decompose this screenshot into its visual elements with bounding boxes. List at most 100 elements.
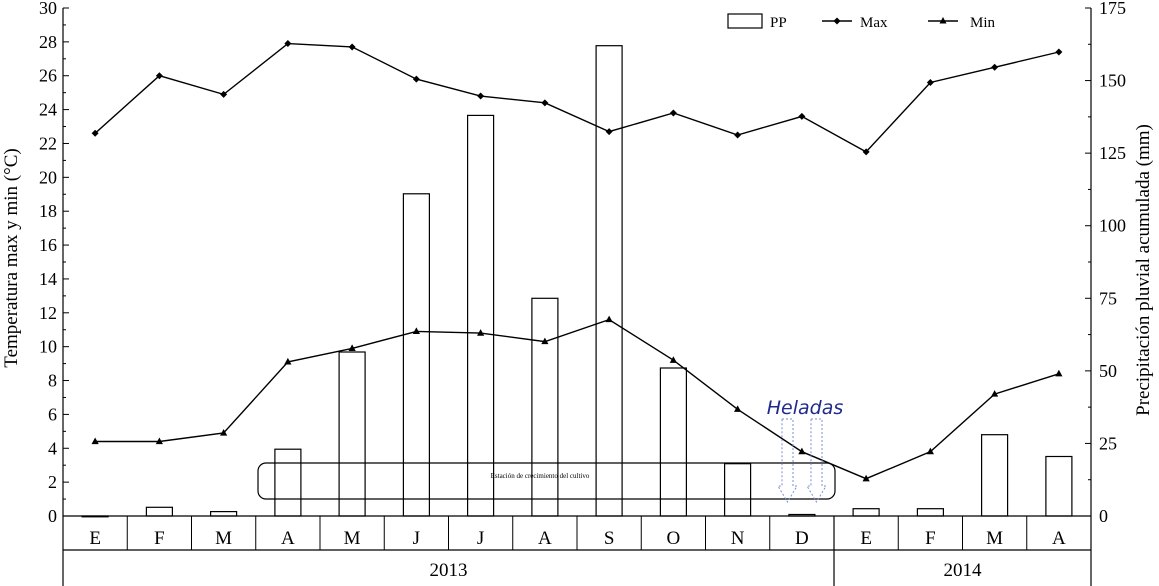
pp-bar	[852, 508, 880, 517]
y-left-tick-label: 12	[39, 303, 57, 323]
y-axis-left-label: Temperatura max y min (°C)	[1, 148, 22, 367]
frost-arrow-icon	[777, 418, 798, 503]
y-right-tick-label: 100	[1099, 216, 1126, 236]
y-left-tick-label: 22	[39, 133, 57, 153]
data-point-min	[669, 356, 677, 363]
pp-bar	[467, 114, 495, 517]
growing-season-box	[257, 462, 836, 500]
data-point-max	[734, 131, 742, 139]
y-left-tick-label: 0	[48, 506, 57, 526]
x-tick-label: M	[215, 528, 232, 549]
pp-bar	[1045, 455, 1073, 517]
growing-season-label: Estación de crecimiento del cultivo	[491, 472, 590, 480]
y-right-tick-label: 125	[1099, 143, 1126, 163]
data-point-max	[477, 92, 485, 100]
pp-bar	[595, 45, 623, 517]
data-point-min	[1055, 369, 1063, 377]
x-tick-label: A	[1052, 528, 1066, 549]
y-right-tick-label: 50	[1099, 361, 1117, 381]
y-left-tick-label: 14	[39, 269, 57, 289]
y-right-tick-label: 75	[1099, 288, 1117, 308]
y-left-tick-label: 24	[39, 100, 57, 120]
y-left-tick-label: 30	[39, 0, 57, 18]
pp-bar	[402, 193, 430, 517]
data-point-min	[605, 315, 613, 323]
legend-min-marker	[939, 17, 947, 24]
y-right-tick-label: 150	[1099, 71, 1126, 91]
data-point-max	[926, 79, 934, 87]
legend-max-marker	[833, 17, 841, 25]
x-tick-label: M	[344, 528, 361, 549]
pp-bar	[980, 434, 1009, 517]
axes: 0246810121416182022242628300255075100125…	[39, 0, 1126, 586]
data-point-min	[926, 447, 934, 455]
pp-bar	[659, 367, 688, 517]
y-left-tick-label: 4	[48, 438, 57, 458]
legend-pp-label: PP	[770, 15, 787, 31]
data-point-max	[541, 99, 549, 107]
y-left-tick-label: 18	[39, 201, 57, 221]
legend-max-label: Max	[860, 15, 888, 31]
x-tick-label: F	[154, 528, 165, 549]
pp-bar	[723, 463, 752, 517]
pp-bar	[274, 448, 302, 517]
growing-season-annotation: Estación de crecimiento del cultivo	[257, 462, 836, 500]
x-tick-label: E	[89, 528, 101, 549]
y-left-tick-label: 8	[48, 371, 57, 391]
series-line-max	[94, 42, 1060, 153]
data-point-max	[605, 128, 613, 136]
x-tick-label: O	[667, 528, 681, 549]
x-tick-label: A	[281, 528, 295, 549]
data-point-min	[348, 344, 356, 351]
pp-bar	[338, 351, 366, 517]
data-point-min	[412, 327, 420, 335]
legend-min-label: Min	[970, 15, 996, 31]
data-point-max	[348, 43, 356, 51]
y-left-tick-label: 16	[39, 235, 57, 255]
x-tick-label: D	[795, 528, 809, 549]
pp-bar	[145, 506, 173, 517]
pp-bar	[531, 297, 559, 517]
y-axis-right-label: Precipitación pluvial acumulada (mm)	[1133, 124, 1154, 416]
data-point-min	[91, 437, 99, 445]
frost-label: Heladas	[767, 397, 844, 419]
y-right-tick-label: 175	[1099, 0, 1126, 18]
data-point-min	[991, 390, 999, 397]
data-point-min	[798, 447, 806, 455]
data-point-max	[862, 148, 870, 156]
data-point-max	[220, 90, 228, 98]
data-point-min	[220, 429, 228, 436]
data-point-max	[412, 75, 420, 83]
year-label: 2014	[944, 560, 983, 581]
y-left-tick-label: 10	[39, 337, 57, 357]
temperature-lines	[91, 40, 1063, 482]
data-point-max	[91, 129, 99, 137]
x-tick-label: N	[731, 528, 745, 549]
pp-bar	[916, 508, 945, 517]
data-point-max	[798, 112, 806, 120]
data-point-max	[1055, 48, 1063, 56]
pp-bars	[81, 45, 1073, 518]
y-left-tick-label: 28	[39, 32, 57, 52]
y-left-tick-label: 6	[48, 404, 57, 424]
y-right-tick-label: 25	[1099, 433, 1117, 453]
x-tick-label: J	[477, 528, 484, 549]
data-point-max	[669, 109, 677, 117]
y-left-tick-label: 2	[48, 472, 57, 492]
legend: PP Max Min	[727, 13, 996, 31]
data-point-min	[862, 474, 870, 482]
x-tick-label: M	[986, 528, 1003, 549]
y-right-tick-label: 0	[1099, 506, 1108, 526]
data-point-min	[477, 329, 485, 336]
frost-annotation: Heladas	[767, 397, 844, 503]
x-tick-label: A	[538, 528, 552, 549]
x-tick-label: S	[604, 528, 615, 549]
year-label: 2013	[430, 560, 468, 581]
y-left-tick-label: 26	[39, 66, 57, 86]
data-point-min	[284, 357, 292, 365]
data-point-max	[991, 63, 999, 71]
x-tick-label: F	[925, 528, 936, 549]
data-point-min	[155, 437, 163, 445]
x-tick-label: E	[860, 528, 872, 549]
